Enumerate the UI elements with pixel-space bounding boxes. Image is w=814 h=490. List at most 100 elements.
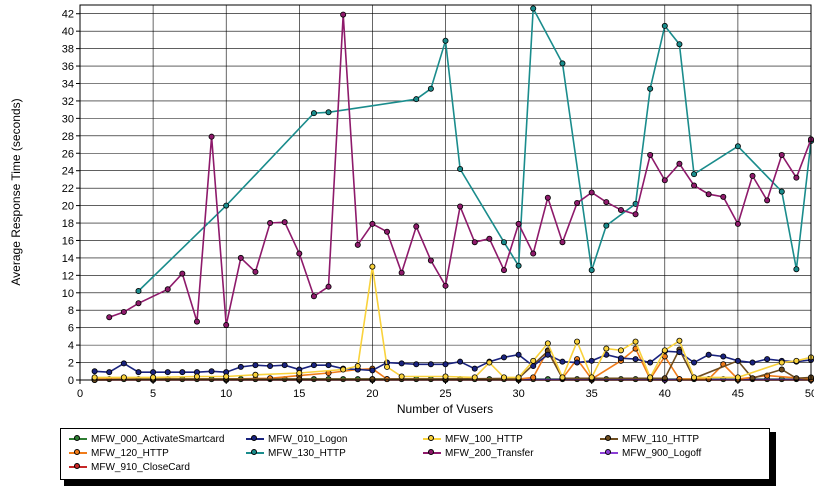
x-tick-label: 45 bbox=[732, 388, 744, 400]
data-point bbox=[617, 206, 624, 213]
data-point bbox=[559, 60, 566, 67]
legend: MFW_000_ActivateSmartcard MFW_010_Logon MF… bbox=[60, 428, 770, 480]
data-point bbox=[310, 293, 317, 300]
data-point bbox=[237, 363, 244, 370]
data-point bbox=[574, 338, 581, 345]
data-point bbox=[193, 318, 200, 325]
y-tick-label: 28 bbox=[62, 131, 74, 143]
data-point bbox=[676, 41, 683, 48]
data-point bbox=[296, 250, 303, 257]
y-tick-label: 30 bbox=[62, 113, 74, 125]
data-point bbox=[150, 369, 157, 376]
y-tick-label: 4 bbox=[68, 340, 74, 352]
data-point bbox=[515, 262, 522, 269]
data-point bbox=[281, 219, 288, 226]
data-point bbox=[530, 357, 537, 364]
data-point bbox=[647, 374, 654, 381]
legend-label: MFW_000_ActivateSmartcard bbox=[91, 433, 225, 445]
data-point bbox=[296, 370, 303, 377]
data-point bbox=[120, 374, 127, 381]
data-point bbox=[661, 347, 668, 354]
legend-entry: MFW_200_Transfer bbox=[423, 447, 534, 459]
legend-label: MFW_200_Transfer bbox=[445, 447, 534, 459]
series-mfw-010-logon bbox=[91, 348, 814, 376]
data-point bbox=[500, 354, 507, 361]
data-point bbox=[281, 362, 288, 369]
data-point bbox=[106, 314, 113, 321]
data-point bbox=[413, 96, 420, 103]
legend-entry: MFW_000_ActivateSmartcard bbox=[69, 433, 224, 445]
data-point bbox=[574, 359, 581, 366]
legend-entry: MFW_120_HTTP bbox=[69, 447, 169, 459]
legend-entry: MFW_910_CloseCard bbox=[69, 461, 190, 473]
data-point bbox=[778, 188, 785, 195]
data-point bbox=[500, 267, 507, 274]
data-point bbox=[720, 353, 727, 360]
data-point bbox=[179, 270, 186, 277]
data-point bbox=[544, 351, 551, 358]
data-point bbox=[179, 369, 186, 376]
data-point bbox=[340, 366, 347, 373]
data-point bbox=[310, 362, 317, 369]
y-tick-label: 8 bbox=[68, 305, 74, 317]
data-point bbox=[120, 360, 127, 367]
data-point bbox=[793, 266, 800, 273]
data-point bbox=[778, 151, 785, 158]
series-mfw-200-transfer bbox=[106, 11, 814, 329]
data-point bbox=[588, 267, 595, 274]
data-point bbox=[544, 194, 551, 201]
data-point bbox=[632, 211, 639, 218]
legend-entry: MFW_900_Logoff bbox=[600, 447, 701, 459]
data-point bbox=[471, 239, 478, 246]
data-point bbox=[749, 359, 756, 366]
data-point bbox=[310, 110, 317, 117]
data-point bbox=[691, 171, 698, 178]
y-tick-label: 42 bbox=[62, 9, 74, 21]
data-point bbox=[413, 361, 420, 368]
data-point bbox=[617, 355, 624, 362]
data-point bbox=[120, 308, 127, 315]
data-point bbox=[515, 220, 522, 227]
legend-label: MFW_100_HTTP bbox=[445, 433, 523, 445]
data-point bbox=[617, 347, 624, 354]
y-tick-label: 16 bbox=[62, 235, 74, 247]
data-point bbox=[135, 369, 142, 376]
x-tick-labels: 0 5 10 15 20 25 30 35 40 45 50 bbox=[77, 388, 814, 400]
data-point bbox=[691, 359, 698, 366]
legend-swatch bbox=[246, 448, 264, 458]
y-tick-label: 38 bbox=[62, 44, 74, 56]
y-tick-label: 18 bbox=[62, 218, 74, 230]
y-tick-label: 24 bbox=[62, 166, 74, 178]
data-point bbox=[691, 182, 698, 189]
legend-swatch bbox=[246, 434, 264, 444]
y-axis-title: Average Response Time (seconds) bbox=[9, 98, 23, 285]
x-tick-label: 40 bbox=[659, 388, 671, 400]
y-tick-label: 34 bbox=[62, 78, 74, 90]
data-point bbox=[369, 367, 376, 374]
y-tick-label: 14 bbox=[62, 253, 74, 265]
data-point bbox=[208, 133, 215, 140]
data-point bbox=[237, 254, 244, 261]
data-point bbox=[734, 374, 741, 381]
data-point bbox=[267, 363, 274, 370]
data-point bbox=[369, 220, 376, 227]
data-point bbox=[164, 369, 171, 376]
legend-label: MFW_130_HTTP bbox=[268, 447, 346, 459]
data-point bbox=[252, 268, 259, 275]
legend-entry: MFW_100_HTTP bbox=[423, 433, 523, 445]
data-point bbox=[676, 376, 683, 383]
data-point bbox=[705, 351, 712, 358]
data-point bbox=[427, 257, 434, 264]
data-point bbox=[500, 374, 507, 381]
x-tick-label: 10 bbox=[220, 388, 232, 400]
x-tick-label: 25 bbox=[439, 388, 451, 400]
data-point bbox=[442, 282, 449, 289]
x-tick-label: 5 bbox=[150, 388, 156, 400]
data-point bbox=[457, 165, 464, 172]
legend-label: MFW_110_HTTP bbox=[622, 433, 700, 445]
data-point bbox=[398, 373, 405, 380]
data-point bbox=[647, 151, 654, 158]
data-point bbox=[515, 351, 522, 358]
